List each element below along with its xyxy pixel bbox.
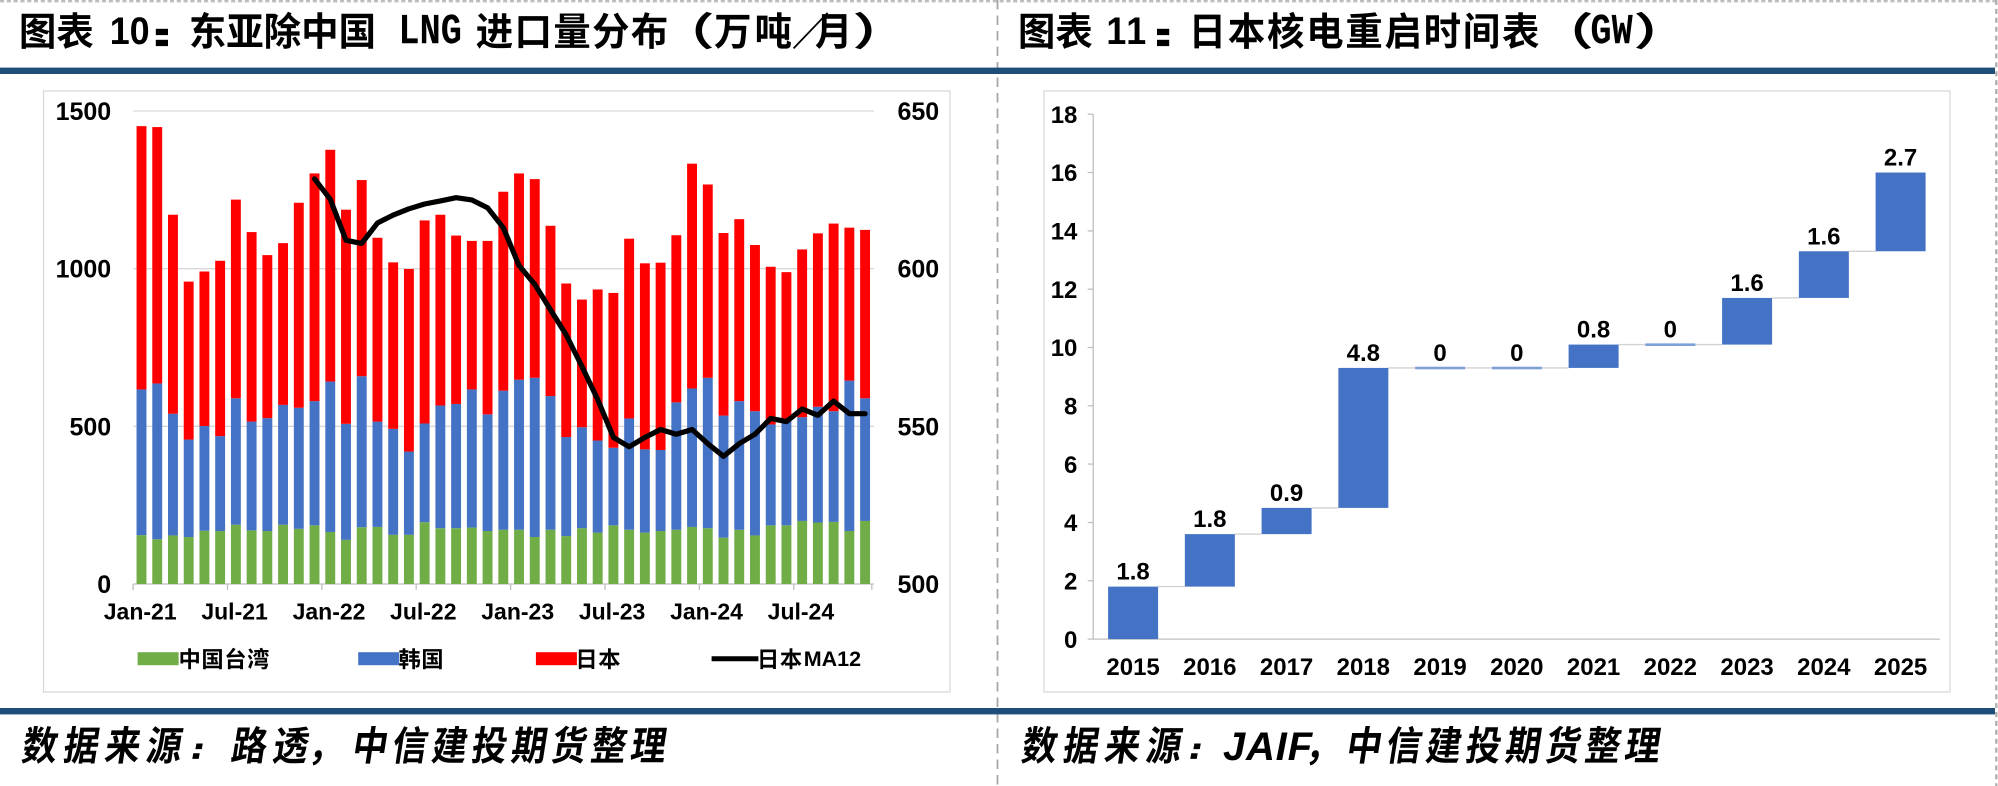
svg-text:2019: 2019 bbox=[1413, 654, 1466, 681]
svg-text:Jul-24: Jul-24 bbox=[768, 598, 835, 624]
svg-text:2016: 2016 bbox=[1183, 654, 1236, 681]
svg-text:16: 16 bbox=[1051, 160, 1078, 187]
svg-text:4.8: 4.8 bbox=[1347, 340, 1380, 367]
svg-text:2015: 2015 bbox=[1106, 654, 1159, 681]
svg-text:500: 500 bbox=[898, 571, 940, 599]
svg-text:500: 500 bbox=[69, 413, 111, 441]
svg-text:0: 0 bbox=[1064, 627, 1077, 654]
svg-text:MA12: MA12 bbox=[804, 647, 861, 671]
svg-text:2017: 2017 bbox=[1260, 654, 1313, 681]
svg-text:1000: 1000 bbox=[56, 256, 112, 284]
svg-text:Jan-23: Jan-23 bbox=[481, 598, 554, 624]
svg-text:0: 0 bbox=[1433, 340, 1446, 367]
svg-text:2023: 2023 bbox=[1720, 654, 1773, 681]
svg-text:1.8: 1.8 bbox=[1116, 559, 1149, 586]
svg-text:Jan-21: Jan-21 bbox=[104, 598, 177, 624]
svg-text:0: 0 bbox=[1664, 317, 1677, 344]
svg-text:600: 600 bbox=[898, 256, 940, 284]
svg-text:Jul-21: Jul-21 bbox=[201, 598, 268, 624]
svg-text:6: 6 bbox=[1064, 452, 1077, 479]
svg-text:2025: 2025 bbox=[1874, 654, 1927, 681]
svg-text:Jul-22: Jul-22 bbox=[390, 598, 456, 624]
svg-text:2018: 2018 bbox=[1337, 654, 1390, 681]
svg-text:2024: 2024 bbox=[1797, 654, 1851, 681]
svg-text:1.6: 1.6 bbox=[1730, 270, 1763, 297]
svg-text:2.7: 2.7 bbox=[1884, 145, 1917, 172]
svg-text:10: 10 bbox=[1051, 335, 1078, 362]
svg-text:2021: 2021 bbox=[1567, 654, 1620, 681]
svg-text:8: 8 bbox=[1064, 394, 1077, 421]
svg-text:Jan-24: Jan-24 bbox=[670, 598, 743, 624]
svg-text:4: 4 bbox=[1064, 510, 1078, 537]
svg-text:2022: 2022 bbox=[1644, 654, 1697, 681]
svg-text:18: 18 bbox=[1051, 102, 1078, 129]
svg-text:0.9: 0.9 bbox=[1270, 480, 1303, 507]
svg-text:0.8: 0.8 bbox=[1577, 317, 1610, 344]
svg-text:0: 0 bbox=[97, 571, 111, 599]
svg-text:14: 14 bbox=[1051, 219, 1078, 246]
svg-text:550: 550 bbox=[898, 413, 940, 441]
svg-text:1500: 1500 bbox=[56, 98, 112, 126]
svg-text:0: 0 bbox=[1510, 340, 1523, 367]
svg-text:Jan-22: Jan-22 bbox=[293, 598, 366, 624]
svg-text:1.8: 1.8 bbox=[1193, 506, 1226, 533]
svg-text:650: 650 bbox=[898, 98, 940, 126]
svg-text:2: 2 bbox=[1064, 569, 1077, 596]
svg-text:2020: 2020 bbox=[1490, 654, 1543, 681]
svg-text:1.6: 1.6 bbox=[1807, 223, 1840, 250]
svg-text:Jul-23: Jul-23 bbox=[579, 598, 645, 624]
svg-text:12: 12 bbox=[1051, 277, 1078, 304]
